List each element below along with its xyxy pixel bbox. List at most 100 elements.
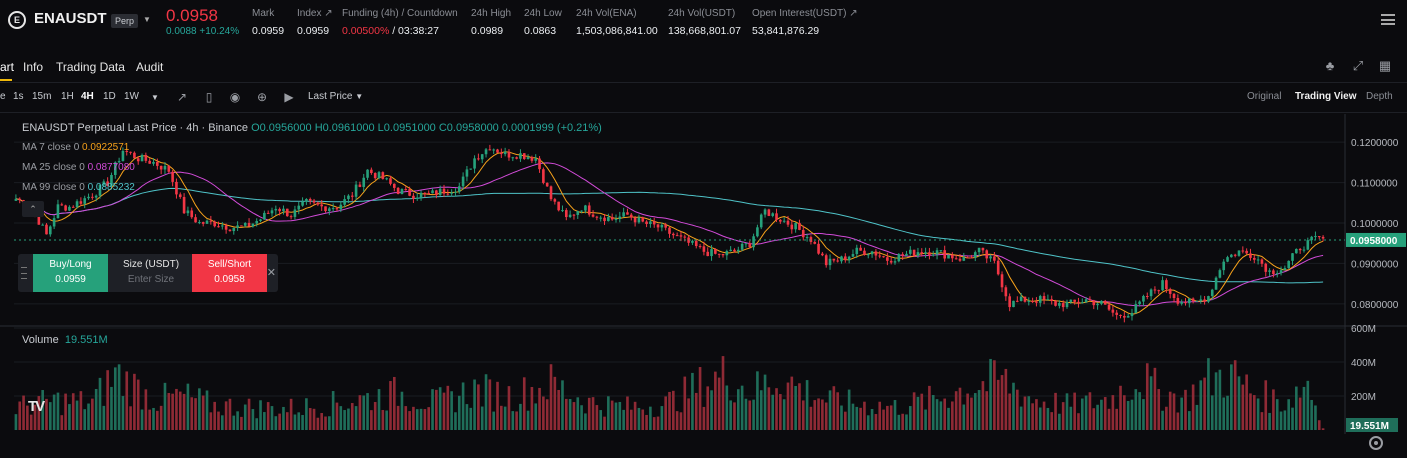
symbol-dropdown-icon[interactable]: ▼ [143,15,151,24]
candle-body [404,189,408,191]
candle-body [435,190,438,196]
volume-bar [129,406,132,430]
interval-more-icon[interactable]: ▼ [151,93,159,102]
volume-bar [587,397,591,430]
volume-bar [110,386,113,430]
candle-body [236,225,239,228]
volume-bar [522,377,526,430]
volume-bar [863,401,866,430]
candle-body [1252,257,1256,260]
volume-bar [175,388,178,430]
candle-body [813,241,817,244]
grid-layout-icon[interactable]: ▦ [1378,58,1392,73]
volume-bar [966,393,969,430]
price-type-select[interactable]: Last Price ▼ [308,91,363,102]
volume-bar [698,367,702,430]
candle-body [18,198,22,201]
price-tick-label: 0.1200000 [1351,138,1399,149]
volume-bar [805,380,809,430]
tab-audit[interactable]: Audit [136,60,164,74]
interval-1s[interactable]: 1s [13,91,24,102]
candle-body [607,217,610,222]
stat-label: 24h High [471,8,512,19]
buy-long-button[interactable]: Buy/Long 0.0959 [33,254,108,292]
volume-bar [943,398,947,430]
volume-bar [60,415,64,430]
candle-body [1222,261,1226,271]
tab-chart[interactable]: art [0,60,15,74]
candle-body [389,178,392,184]
settings-icon[interactable] [1369,436,1383,450]
stat-high: 24h High 0.0989 [471,8,511,37]
interval-1h[interactable]: 1H [61,91,74,102]
candlestick-chart[interactable]: 0.1200000 0.1100000 0.1000000 0.0900000 0.08… [0,114,1407,434]
volume-bar [266,402,270,430]
bell-icon[interactable]: ♣ [1325,58,1335,73]
volume-bar [912,392,916,430]
volume-bar [610,400,614,430]
candle-body [1287,260,1291,269]
symbol-name[interactable]: ENAUSDT [34,10,107,27]
stat-open-interest[interactable]: Open Interest(USDT) ↗ 53,841,876.29 [752,8,858,37]
divider [0,82,1407,83]
ma-label: MA 25 close 0 [22,162,85,173]
candle-body [855,247,859,255]
tab-info[interactable]: Info [23,60,44,74]
candle-body [427,192,431,194]
volume-bar [664,396,667,430]
view-trading-view[interactable]: Trading View [1295,91,1357,102]
replay-icon[interactable]: ▶ [284,90,294,104]
volume-bar [1142,399,1145,430]
candle-body [1115,312,1119,315]
volume-bar [1230,364,1233,430]
interval-15m[interactable]: 15m [32,91,52,102]
volume-bar [213,401,216,430]
expand-icon[interactable]: ⤢ [1352,58,1364,73]
view-depth[interactable]: Depth [1366,91,1393,102]
candle-type-icon[interactable]: ▯ [205,90,213,104]
view-original[interactable]: Original [1247,91,1282,102]
close-icon[interactable]: ✕ [266,267,276,279]
interval-1w[interactable]: 1W [124,91,139,102]
menu-icon[interactable] [1381,14,1395,25]
candle-body [584,205,587,211]
volume-bar [706,386,710,430]
volume-bar [198,388,201,430]
screenshot-icon[interactable]: ◉ [229,90,241,104]
volume-bar [1019,406,1023,430]
indicator-chart-icon[interactable]: ↗ [176,90,188,104]
candle-body [247,222,251,227]
volume-bar [675,411,679,430]
volume-bar [457,395,461,430]
size-input[interactable]: Size (USDT) Enter Size [110,254,192,292]
interval-time[interactable]: e [0,91,6,102]
volume-bar [228,398,232,430]
volume-bar [954,391,958,430]
interval-1d[interactable]: 1D [103,91,116,102]
drag-handle-icon[interactable] [21,267,27,279]
candle-body [159,165,163,170]
collapse-legend-icon[interactable]: ⌃ [22,201,44,217]
stat-index[interactable]: Index ↗ 0.0959 [297,8,333,37]
stat-value: 0.0959 [297,25,330,37]
candle-body [629,214,633,218]
volume-bar [1004,368,1008,430]
candle-body [1191,298,1195,302]
volume-bar [931,395,935,430]
candle-body [1230,254,1233,258]
volume-bar [633,401,637,430]
volume-bar [1042,401,1046,430]
interval-4h[interactable]: 4H [81,91,94,102]
candle-body [939,250,943,252]
candle-body [683,236,687,238]
sell-short-button[interactable]: Sell/Short 0.0958 [192,254,267,292]
candle-body [649,221,652,225]
candle-body [87,196,90,199]
candle-body [454,191,457,193]
add-icon[interactable]: ⊕ [256,90,268,104]
tab-trading-data[interactable]: Trading Data [56,60,125,74]
ma7-legend: MA 7 close 0 0.0922571 [22,142,129,153]
candle-body [331,208,335,210]
volume-bar [939,401,943,430]
legend-title: ENAUSDT Perpetual Last Price · 4h · Bina… [22,122,249,134]
